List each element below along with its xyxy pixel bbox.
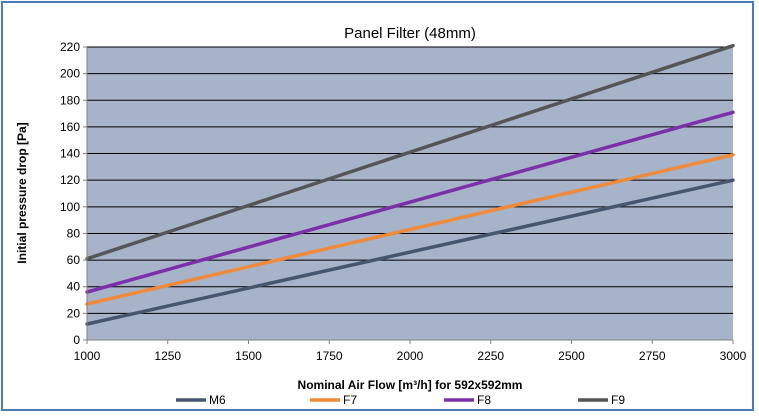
series-line-m6 bbox=[85, 178, 735, 326]
y-tick-label: 160 bbox=[60, 120, 80, 134]
y-tick-label: 140 bbox=[60, 147, 80, 161]
y-tick-label: 0 bbox=[73, 333, 80, 347]
y-tick-label: 20 bbox=[67, 306, 81, 320]
x-tick-label: 2000 bbox=[397, 349, 424, 363]
y-tick-label: 200 bbox=[60, 67, 80, 81]
y-tick-label: 220 bbox=[60, 40, 80, 54]
series-line-f9 bbox=[85, 43, 735, 261]
y-tick-label: 120 bbox=[60, 173, 80, 187]
series-line-f7 bbox=[85, 153, 735, 306]
x-axis-label: Nominal Air Flow [m³/h] for 592x592mm bbox=[298, 378, 523, 392]
y-tick-label: 80 bbox=[67, 226, 81, 240]
x-tick-label: 1250 bbox=[154, 349, 181, 363]
legend-label-m6: M6 bbox=[209, 393, 226, 407]
x-tick-label: 2750 bbox=[639, 349, 666, 363]
y-tick-label: 100 bbox=[60, 200, 80, 214]
x-axis-ticks: 1000 1250 1500 1750 2000 2250 2500 2750 3000 bbox=[74, 340, 747, 363]
x-tick-label: 3000 bbox=[720, 349, 747, 363]
legend: M6 F7 F8 F9 bbox=[176, 393, 625, 407]
y-tick-label: 40 bbox=[67, 280, 81, 294]
x-tick-label: 2500 bbox=[558, 349, 585, 363]
x-tick-label: 2250 bbox=[477, 349, 504, 363]
legend-label-f7: F7 bbox=[343, 393, 357, 407]
series-lines bbox=[85, 43, 735, 326]
legend-label-f8: F8 bbox=[477, 393, 491, 407]
series-line-f8 bbox=[85, 110, 735, 294]
x-tick-label: 1750 bbox=[316, 349, 343, 363]
plot-area bbox=[87, 47, 733, 340]
y-tick-label: 180 bbox=[60, 93, 80, 107]
x-tick-label: 1000 bbox=[74, 349, 101, 363]
legend-label-f9: F9 bbox=[611, 393, 625, 407]
x-tick-label: 1500 bbox=[235, 349, 262, 363]
y-axis-label: Initial pressure drop [Pa] bbox=[15, 122, 29, 263]
chart-title: Panel Filter (48mm) bbox=[344, 25, 476, 42]
y-tick-label: 60 bbox=[67, 253, 81, 267]
y-axis-ticks: 0 20 40 60 80 100 120 140 160 180 200 220 bbox=[60, 40, 87, 347]
